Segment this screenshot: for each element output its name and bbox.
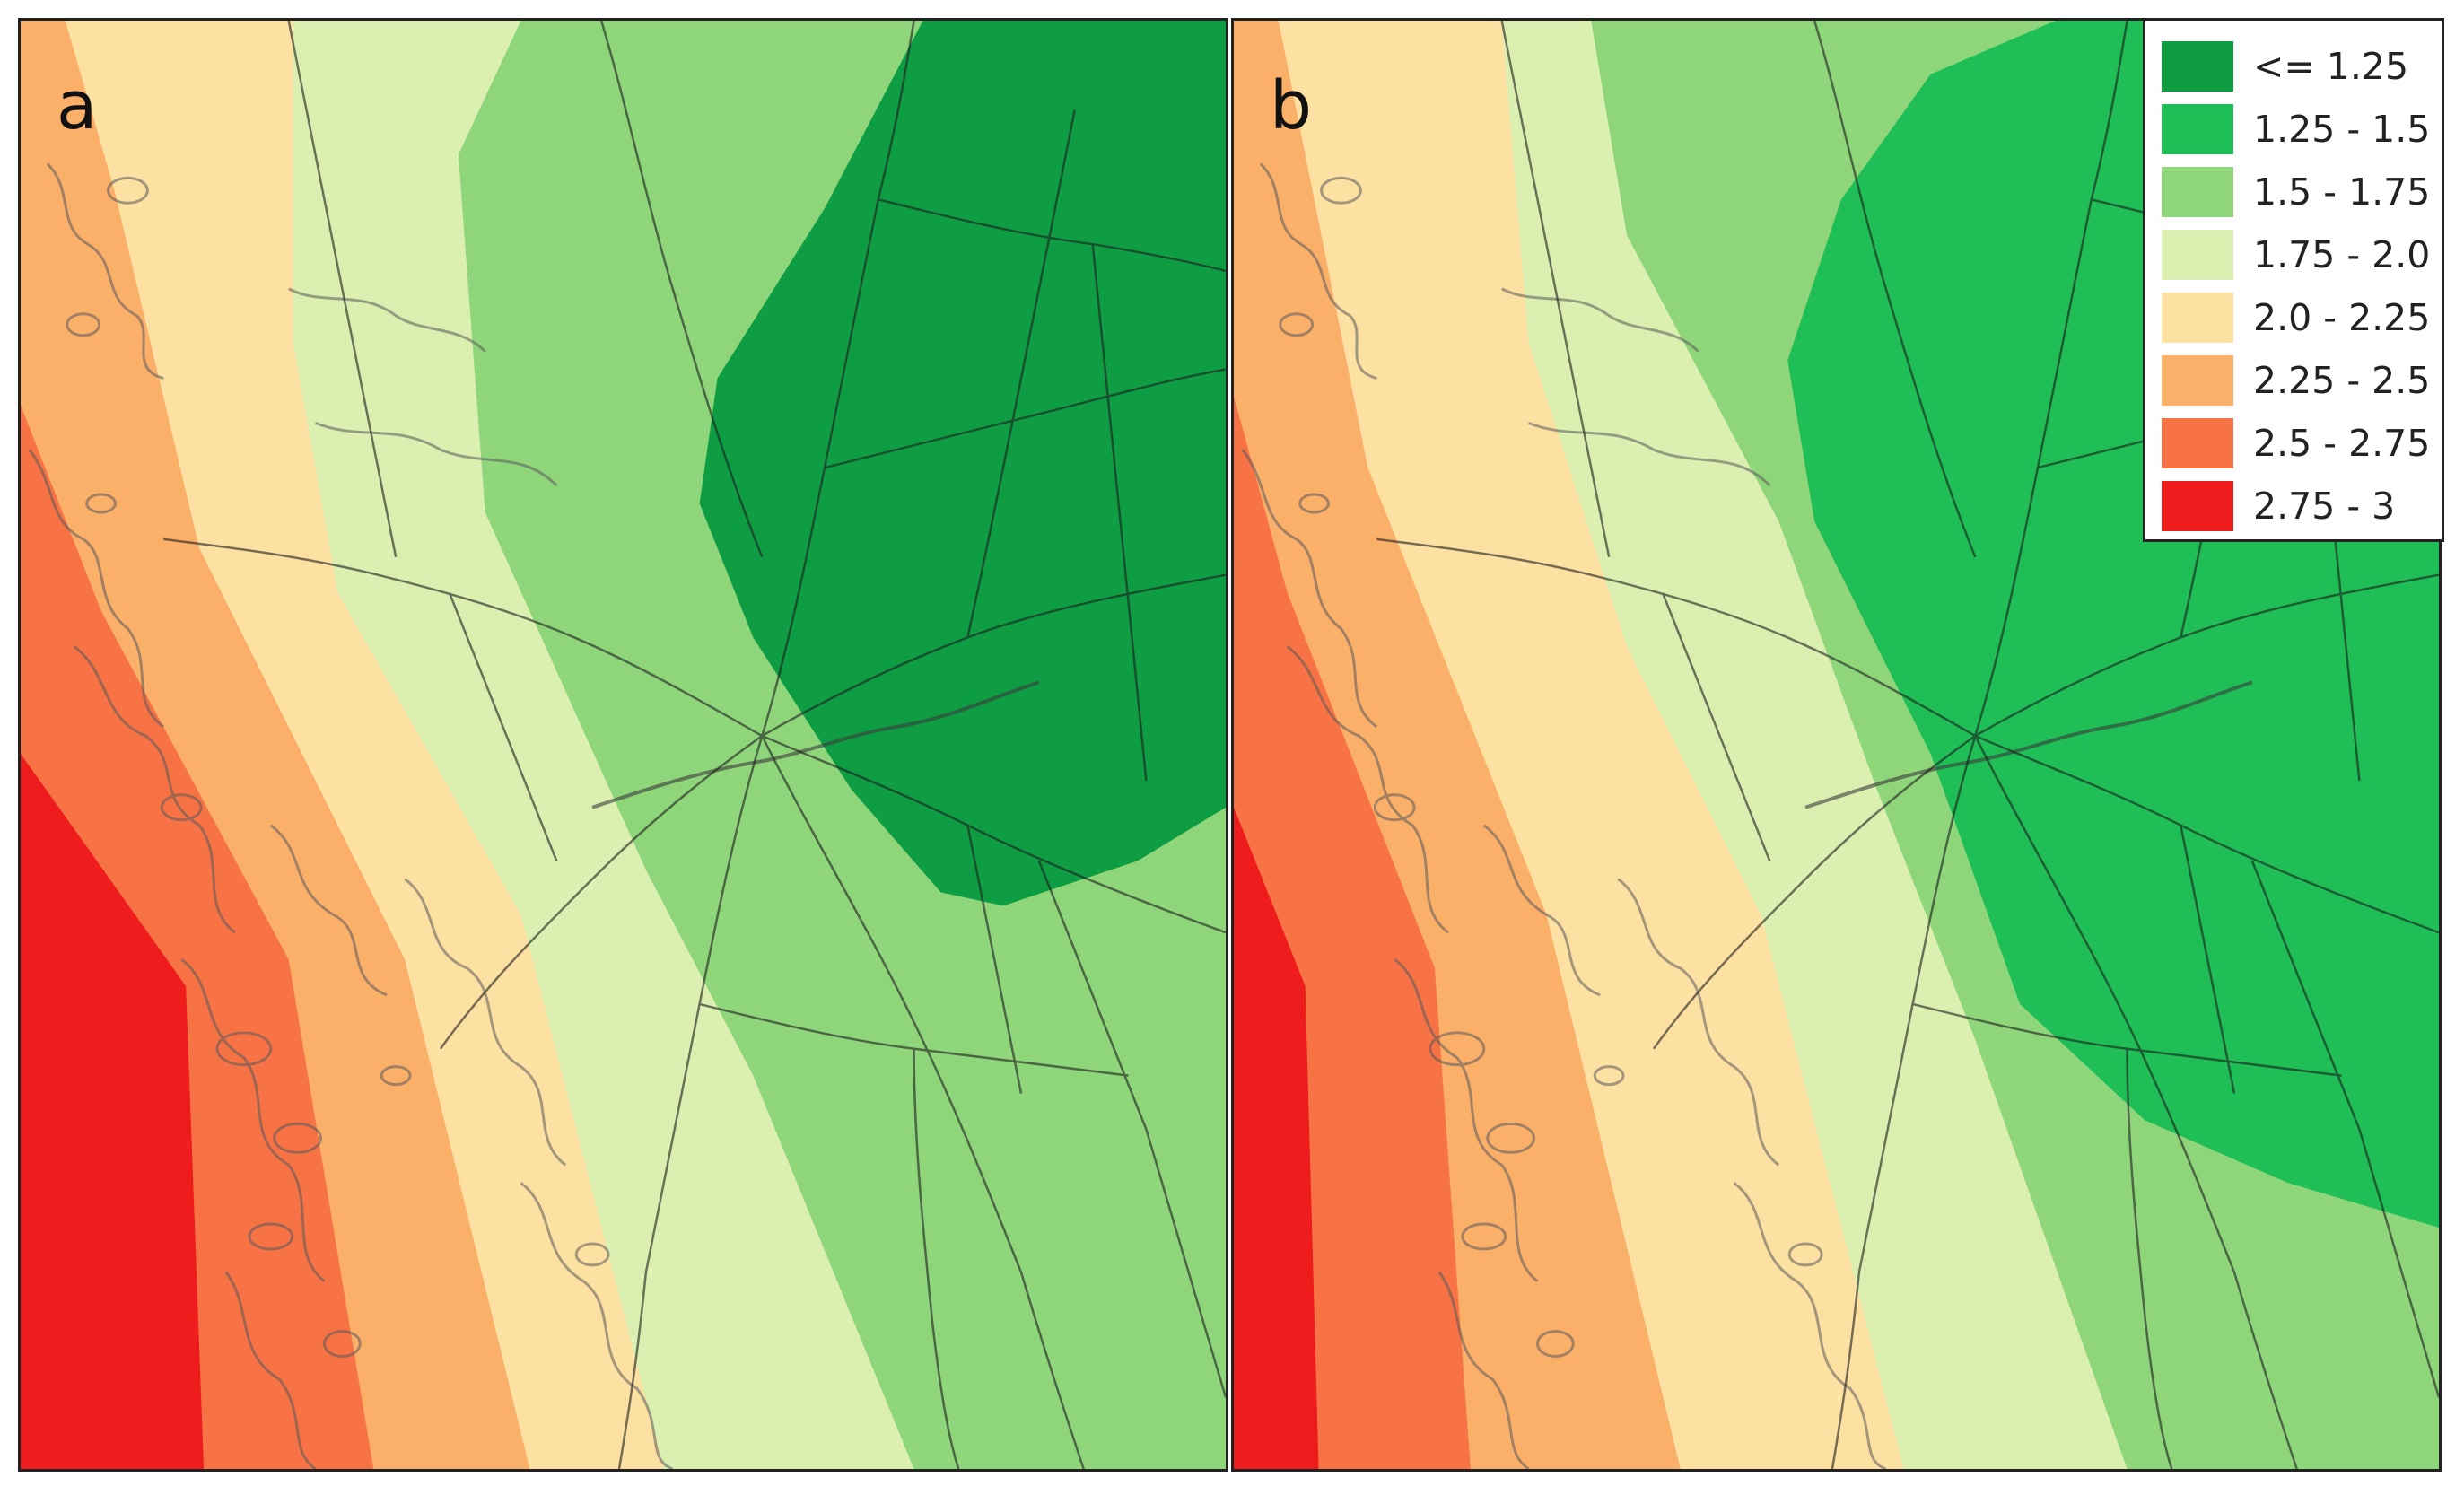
legend-swatch <box>2162 230 2233 280</box>
legend-swatch <box>2162 41 2233 92</box>
legend-label: 1.25 - 1.5 <box>2253 108 2431 151</box>
legend-label: 1.75 - 2.0 <box>2253 233 2431 276</box>
legend-item: 2.5 - 2.75 <box>2162 412 2442 475</box>
panel-label-a: a <box>57 67 98 144</box>
legend-swatch <box>2162 355 2233 406</box>
legend-label: 1.5 - 1.75 <box>2253 170 2431 214</box>
road-network-layer <box>163 21 1226 1469</box>
river <box>1804 680 2253 809</box>
legend-label: 2.75 - 3 <box>2253 485 2396 528</box>
legend-item: 2.25 - 2.5 <box>2162 349 2442 412</box>
river <box>591 680 1040 809</box>
legend-label: <= 1.25 <box>2253 45 2409 88</box>
legend-swatch <box>2162 167 2233 217</box>
legend-swatch <box>2162 293 2233 343</box>
map-a-svg <box>21 21 1226 1469</box>
zone-le-1.25 <box>699 21 1226 906</box>
legend-label: 2.5 - 2.75 <box>2253 422 2431 465</box>
legend-item: 1.25 - 1.5 <box>2162 98 2442 161</box>
legend-item: 1.5 - 1.75 <box>2162 161 2442 223</box>
coastline-layer <box>28 162 674 1469</box>
map-legend: <= 1.25 1.25 - 1.5 1.5 - 1.75 1.75 - 2.0 2.0… <box>2143 18 2444 542</box>
legend-swatch <box>2162 104 2233 154</box>
legend-item: 2.75 - 3 <box>2162 475 2442 538</box>
legend-item: 2.0 - 2.25 <box>2162 286 2442 349</box>
legend-label: 2.0 - 2.25 <box>2253 296 2431 339</box>
legend-label: 2.25 - 2.5 <box>2253 359 2431 402</box>
legend-item: 1.75 - 2.0 <box>2162 223 2442 286</box>
legend-item: <= 1.25 <box>2162 35 2442 98</box>
legend-swatch <box>2162 418 2233 468</box>
map-panel-a: a <box>18 18 1228 1472</box>
coastline-layer <box>1241 162 1887 1469</box>
panel-label-b: b <box>1270 67 1312 144</box>
legend-swatch <box>2162 481 2233 531</box>
